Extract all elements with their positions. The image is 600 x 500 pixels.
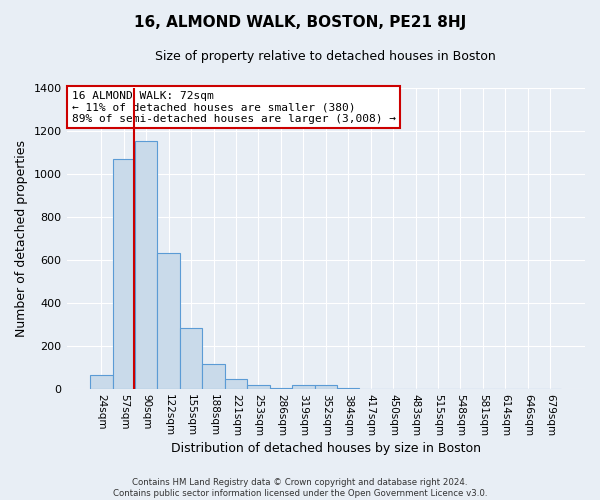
Y-axis label: Number of detached properties: Number of detached properties <box>15 140 28 337</box>
Text: 16, ALMOND WALK, BOSTON, PE21 8HJ: 16, ALMOND WALK, BOSTON, PE21 8HJ <box>134 15 466 30</box>
Bar <box>314 385 337 390</box>
Bar <box>90 376 113 390</box>
Bar <box>202 364 225 390</box>
Bar <box>269 388 292 390</box>
Bar <box>157 252 180 390</box>
Bar <box>180 328 202 390</box>
Bar <box>337 388 359 390</box>
Bar <box>292 385 314 390</box>
Title: Size of property relative to detached houses in Boston: Size of property relative to detached ho… <box>155 50 496 63</box>
Bar <box>225 380 247 390</box>
Bar <box>247 385 269 390</box>
Text: 16 ALMOND WALK: 72sqm
← 11% of detached houses are smaller (380)
89% of semi-det: 16 ALMOND WALK: 72sqm ← 11% of detached … <box>72 91 396 124</box>
X-axis label: Distribution of detached houses by size in Boston: Distribution of detached houses by size … <box>171 442 481 455</box>
Bar <box>113 159 135 390</box>
Text: Contains HM Land Registry data © Crown copyright and database right 2024.
Contai: Contains HM Land Registry data © Crown c… <box>113 478 487 498</box>
Bar <box>135 140 157 390</box>
